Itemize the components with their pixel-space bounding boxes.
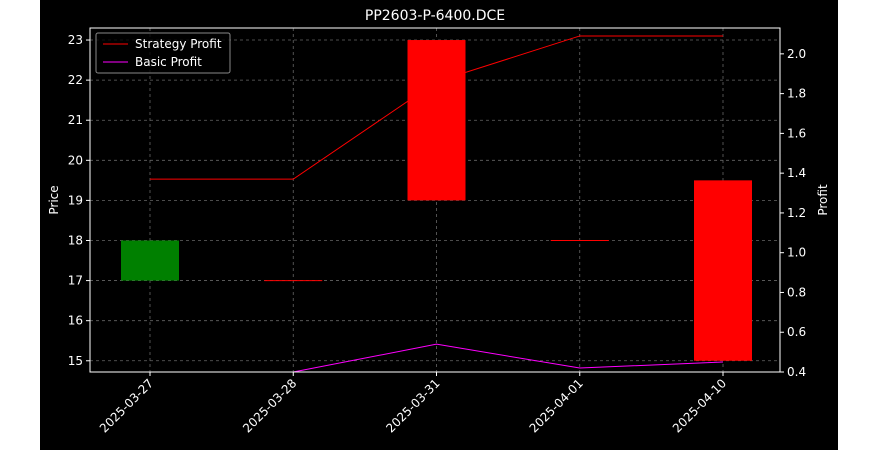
- legend-label-basic-profit: Basic Profit: [135, 55, 202, 69]
- y-tick-label-left: 16: [68, 314, 83, 328]
- y-tick-label-right: 1.0: [787, 246, 806, 260]
- y-tick-label-right: 1.4: [787, 166, 806, 180]
- legend: Strategy Profit Basic Profit: [95, 32, 231, 74]
- y-tick-label-left: 19: [68, 193, 83, 207]
- y-tick-label-left: 15: [68, 354, 83, 368]
- y-tick-label-left: 21: [68, 113, 83, 127]
- y-tick-label-right: 0.8: [787, 285, 806, 299]
- right-axis: 0.4 0.6 0.8 1.0 1.2 1.4 1.6 1.8 2.0: [780, 47, 806, 379]
- legend-label-strategy-profit: Strategy Profit: [135, 37, 222, 51]
- y-tick-label-left: 18: [68, 233, 83, 247]
- y-tick-label-right: 1.2: [787, 206, 806, 220]
- y-tick-label-right: 1.6: [787, 126, 806, 140]
- y-tick-label-right: 1.8: [787, 87, 806, 101]
- y-tick-label-right: 2.0: [787, 47, 806, 61]
- y-tick-label-left: 23: [68, 33, 83, 47]
- y-tick-label-right: 0.4: [787, 365, 806, 379]
- legend-box: [95, 32, 231, 74]
- y-axis-label-right: Profit: [816, 184, 830, 216]
- candle-body: [121, 240, 179, 281]
- chart-title: PP2603-P-6400.DCE: [365, 8, 505, 24]
- y-tick-label-left: 22: [68, 73, 83, 87]
- y-tick-label-left: 17: [68, 274, 83, 288]
- left-axis: 15 16 17 18 19 20 21 22 23: [68, 33, 90, 368]
- strategy-profit-line: [150, 35, 723, 180]
- candle-layer: [121, 40, 752, 361]
- candle-body: [407, 40, 466, 201]
- candle-body: [694, 180, 752, 361]
- y-tick-label-left: 20: [68, 153, 83, 167]
- y-axis-label-left: Price: [47, 185, 61, 214]
- y-tick-label-right: 0.6: [787, 325, 806, 339]
